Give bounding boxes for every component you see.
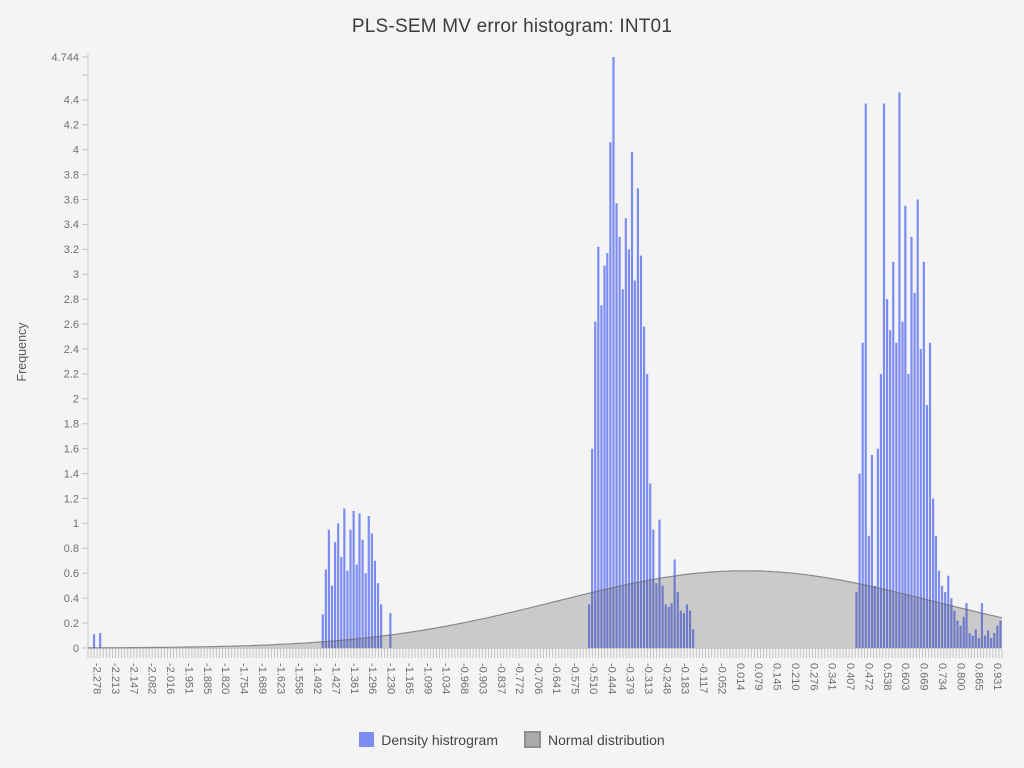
svg-text:-0.903: -0.903 (476, 663, 488, 694)
svg-text:-1.165: -1.165 (403, 663, 415, 694)
svg-text:-1.754: -1.754 (238, 663, 250, 694)
svg-text:0.407: 0.407 (844, 663, 856, 691)
svg-text:-0.444: -0.444 (605, 663, 617, 694)
chart-title: PLS-SEM MV error histogram: INT01 (351, 16, 673, 37)
svg-text:2: 2 (73, 394, 79, 406)
svg-text:-0.052: -0.052 (715, 663, 727, 694)
svg-text:1.8: 1.8 (64, 419, 79, 431)
svg-text:0.2: 0.2 (64, 618, 79, 630)
normal-distribution-swatch (523, 731, 541, 748)
svg-text:0.8: 0.8 (64, 543, 79, 555)
svg-text:0.014: 0.014 (734, 663, 746, 691)
svg-text:-0.183: -0.183 (679, 663, 691, 694)
svg-text:-2.082: -2.082 (146, 663, 158, 694)
svg-text:0.210: 0.210 (789, 663, 801, 691)
legend-item-normal[interactable]: Normal distribution (523, 731, 665, 748)
svg-text:-1.623: -1.623 (274, 663, 286, 694)
svg-text:1: 1 (73, 518, 79, 530)
svg-text:0.6: 0.6 (64, 568, 79, 580)
svg-text:3: 3 (73, 269, 79, 281)
svg-text:1.4: 1.4 (64, 468, 79, 480)
svg-text:1.2: 1.2 (64, 493, 79, 505)
svg-text:-1.296: -1.296 (366, 663, 378, 694)
svg-text:0.669: 0.669 (918, 663, 930, 691)
svg-text:2.8: 2.8 (64, 294, 79, 306)
svg-text:0.145: 0.145 (771, 663, 783, 691)
svg-text:0.079: 0.079 (752, 663, 764, 691)
svg-text:-1.427: -1.427 (329, 663, 341, 694)
svg-text:-1.689: -1.689 (256, 663, 268, 694)
svg-text:0.734: 0.734 (936, 663, 948, 691)
svg-text:3.8: 3.8 (64, 169, 79, 181)
svg-text:2.4: 2.4 (64, 344, 79, 356)
svg-text:-0.510: -0.510 (587, 663, 599, 694)
svg-text:-1.230: -1.230 (385, 663, 397, 694)
svg-text:1.6: 1.6 (64, 443, 79, 455)
svg-text:3.2: 3.2 (64, 244, 79, 256)
svg-text:0: 0 (73, 643, 79, 655)
svg-text:0.603: 0.603 (899, 663, 911, 691)
svg-text:-1.034: -1.034 (440, 663, 452, 694)
svg-text:-1.951: -1.951 (182, 663, 194, 694)
svg-text:3.4: 3.4 (64, 219, 79, 231)
svg-text:-0.248: -0.248 (660, 663, 672, 694)
svg-text:-2.147: -2.147 (127, 663, 139, 694)
svg-text:0.800: 0.800 (954, 663, 966, 691)
svg-text:4.2: 4.2 (64, 120, 79, 132)
svg-text:0.865: 0.865 (973, 663, 985, 691)
svg-text:0.341: 0.341 (826, 663, 838, 691)
svg-text:2.2: 2.2 (64, 369, 79, 381)
svg-text:0.538: 0.538 (881, 663, 893, 691)
svg-text:4.4: 4.4 (64, 95, 79, 107)
svg-text:-0.379: -0.379 (624, 663, 636, 694)
svg-text:-1.820: -1.820 (219, 663, 231, 694)
legend-label-normal: Normal distribution (547, 731, 665, 748)
legend-label-density: Density histrogram (381, 731, 498, 748)
svg-text:-1.361: -1.361 (348, 663, 360, 694)
svg-text:-1.099: -1.099 (421, 663, 433, 694)
svg-text:-0.575: -0.575 (569, 663, 581, 694)
svg-text:-0.641: -0.641 (550, 663, 562, 694)
svg-text:-2.016: -2.016 (164, 663, 176, 694)
svg-text:4.744: 4.744 (51, 52, 79, 64)
svg-text:-1.492: -1.492 (311, 663, 323, 694)
svg-text:3.6: 3.6 (64, 194, 79, 206)
legend: Density histrogram Normal distribution (0, 731, 1024, 748)
svg-text:-0.837: -0.837 (495, 663, 507, 694)
svg-text:-2.278: -2.278 (91, 663, 103, 694)
svg-text:0.472: 0.472 (862, 663, 874, 691)
svg-text:-2.213: -2.213 (109, 663, 121, 694)
svg-text:-1.885: -1.885 (201, 663, 213, 694)
svg-text:-0.968: -0.968 (458, 663, 470, 694)
svg-text:2.6: 2.6 (64, 319, 79, 331)
svg-text:0.276: 0.276 (807, 663, 819, 691)
svg-text:0.4: 0.4 (64, 593, 79, 605)
density-histogram-swatch (359, 732, 375, 747)
svg-text:0.931: 0.931 (991, 663, 1003, 691)
svg-text:-0.706: -0.706 (532, 663, 544, 694)
svg-text:-0.772: -0.772 (513, 663, 525, 694)
svg-text:4: 4 (73, 144, 79, 156)
legend-item-density[interactable]: Density histrogram (359, 732, 498, 748)
svg-text:-0.117: -0.117 (697, 663, 709, 693)
svg-text:-1.558: -1.558 (293, 663, 305, 694)
svg-text:-0.313: -0.313 (642, 663, 654, 694)
